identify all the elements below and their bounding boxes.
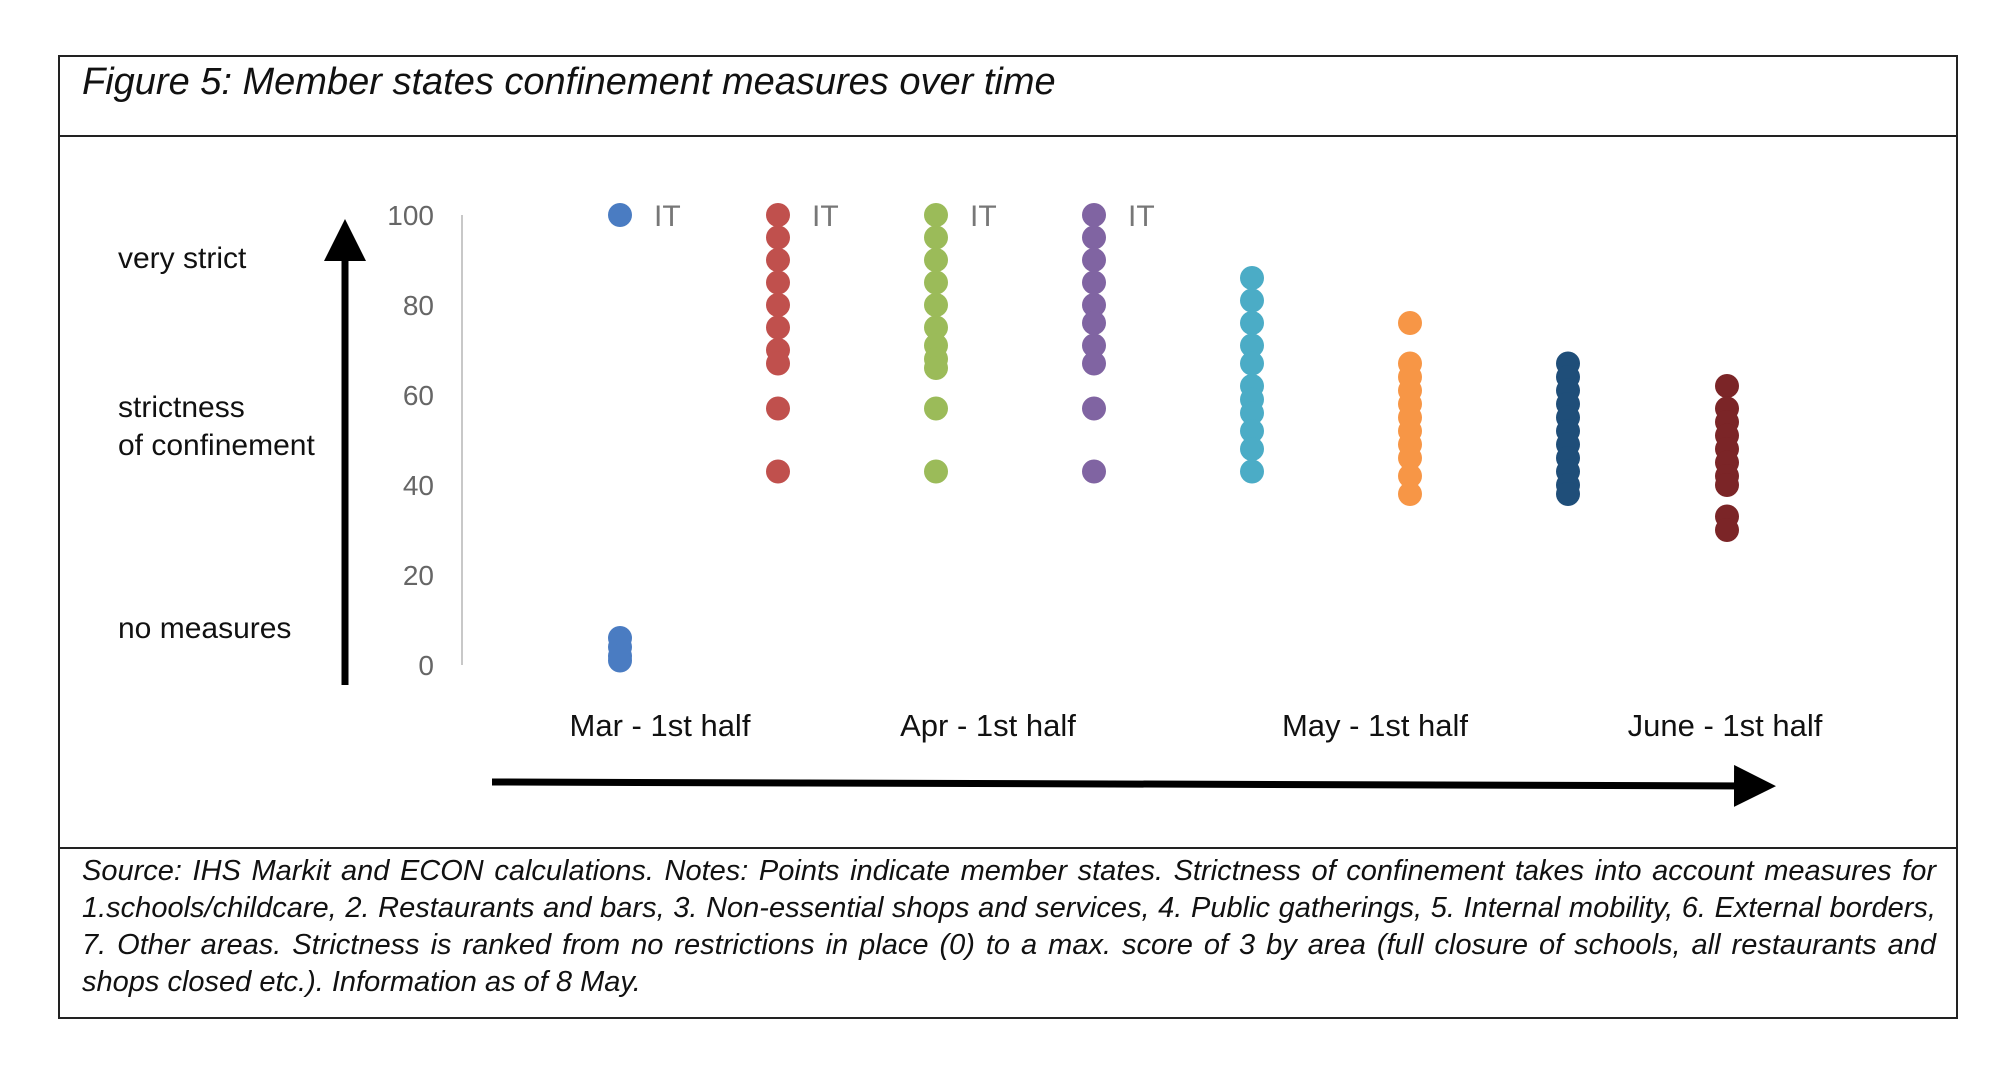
data-point — [608, 203, 632, 227]
label-of-confinement: of confinement — [118, 429, 315, 462]
data-point — [1240, 437, 1264, 461]
data-point — [1082, 396, 1106, 421]
data-point — [1082, 225, 1106, 250]
x-axis-label: June - 1st half — [1628, 708, 1823, 743]
data-point — [608, 648, 632, 673]
point-annotations: IT IT IT IT — [654, 200, 1155, 233]
data-point — [924, 203, 948, 227]
data-points — [608, 203, 1739, 673]
data-point — [924, 396, 948, 421]
data-point — [924, 459, 948, 484]
label-very-strict: very strict — [118, 242, 247, 275]
data-point — [1082, 270, 1106, 295]
data-point — [1556, 482, 1580, 506]
label-strictness: strictness — [118, 391, 245, 424]
data-point — [1240, 401, 1264, 425]
data-point — [924, 356, 948, 380]
point-annotation: IT — [654, 200, 681, 233]
data-point — [766, 248, 790, 272]
data-point — [1240, 419, 1264, 443]
source-box: Source: IHS Markit and ECON calculations… — [60, 847, 1956, 1019]
y-tick-label: 0 — [418, 650, 434, 681]
y-tick-label: 60 — [403, 380, 434, 411]
data-point — [1240, 351, 1264, 376]
time-arrow — [491, 764, 1776, 807]
data-point — [1715, 473, 1739, 497]
data-point — [924, 293, 948, 317]
point-annotation: IT — [970, 200, 997, 233]
title-bar: Figure 5: Member states confinement meas… — [60, 57, 1956, 137]
data-point — [766, 203, 790, 227]
x-axis-label: Mar - 1st half — [570, 708, 751, 743]
data-point — [1240, 459, 1264, 484]
data-point — [924, 225, 948, 250]
data-point — [766, 315, 790, 340]
y-tick-label: 40 — [403, 470, 434, 501]
data-point — [1240, 333, 1264, 358]
data-point — [1240, 288, 1264, 313]
data-point — [1398, 464, 1422, 488]
label-no-measures: no measures — [118, 612, 291, 645]
data-point — [1082, 293, 1106, 317]
y-tick-label: 20 — [403, 560, 434, 591]
point-annotation: IT — [812, 200, 839, 233]
data-point — [1398, 446, 1422, 470]
data-point — [924, 270, 948, 295]
data-point — [924, 315, 948, 340]
y-tick-label: 100 — [387, 200, 434, 231]
data-point — [1082, 459, 1106, 484]
data-point — [766, 459, 790, 484]
data-point — [1082, 311, 1106, 335]
x-axis-labels: Mar - 1st half Apr - 1st half May - 1st ha… — [570, 708, 1823, 743]
data-point — [766, 225, 790, 250]
data-point — [1715, 374, 1739, 398]
data-point — [1398, 311, 1422, 335]
data-point — [766, 270, 790, 295]
data-point — [1082, 248, 1106, 272]
data-point — [1398, 482, 1422, 506]
x-axis-label: May - 1st half — [1282, 708, 1468, 743]
data-point — [766, 293, 790, 317]
source-note: Source: IHS Markit and ECON calculations… — [82, 855, 1936, 998]
data-point — [766, 396, 790, 421]
data-point — [766, 351, 790, 376]
data-point — [1715, 518, 1739, 542]
data-point — [1240, 266, 1264, 290]
figure-frame: Figure 5: Member states confinement meas… — [58, 55, 1958, 1019]
data-point — [1082, 203, 1106, 227]
data-point — [1082, 351, 1106, 376]
data-point — [1240, 311, 1264, 335]
figure-title: Figure 5: Member states confinement meas… — [82, 61, 1056, 103]
data-point — [924, 248, 948, 272]
y-tick-label: 80 — [403, 290, 434, 321]
point-annotation: IT — [1128, 200, 1155, 233]
x-axis-label: Apr - 1st half — [900, 708, 1076, 743]
y-tick-labels: 0 20 40 60 80 100 — [387, 200, 434, 681]
data-point — [1082, 333, 1106, 358]
